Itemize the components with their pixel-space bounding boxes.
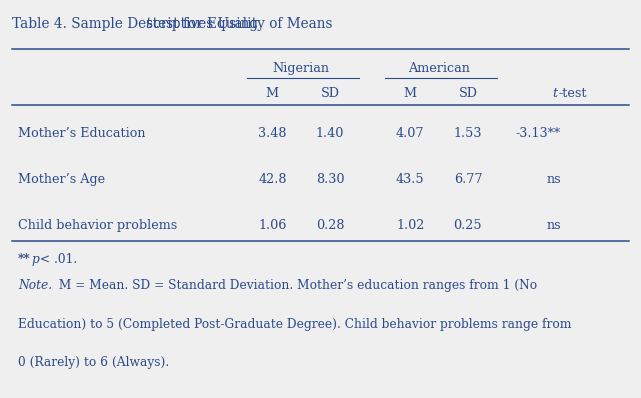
Text: 0 (Rarely) to 6 (Always).: 0 (Rarely) to 6 (Always). [18, 356, 169, 369]
Text: 1.40: 1.40 [316, 127, 344, 140]
Text: p: p [31, 253, 39, 266]
Text: ns: ns [546, 219, 561, 232]
Text: -3.13**: -3.13** [516, 127, 561, 140]
Text: 1.02: 1.02 [396, 219, 424, 232]
Text: 6.77: 6.77 [454, 173, 482, 186]
Text: SD: SD [458, 87, 478, 100]
Text: Table 4. Sample Descriptives Using: Table 4. Sample Descriptives Using [12, 17, 262, 31]
Text: Education) to 5 (Completed Post-Graduate Degree). Child behavior problems range : Education) to 5 (Completed Post-Graduate… [18, 318, 571, 332]
Text: -test for Equality of Means: -test for Equality of Means [148, 17, 333, 31]
Text: Mother’s Education: Mother’s Education [18, 127, 146, 140]
Text: ns: ns [546, 173, 561, 186]
Text: M: M [266, 87, 279, 100]
Text: Nigerian: Nigerian [273, 62, 329, 75]
Text: Child behavior problems: Child behavior problems [18, 219, 177, 232]
Text: t: t [553, 87, 558, 100]
Text: 0.25: 0.25 [454, 219, 482, 232]
Text: Note.: Note. [18, 279, 52, 293]
Text: M: M [404, 87, 417, 100]
Text: SD: SD [320, 87, 340, 100]
Text: Mother’s Age: Mother’s Age [18, 173, 105, 186]
Text: 1.53: 1.53 [454, 127, 482, 140]
Text: **: ** [18, 253, 31, 266]
Text: 43.5: 43.5 [396, 173, 424, 186]
Text: American: American [408, 62, 470, 75]
Text: 4.07: 4.07 [396, 127, 424, 140]
Text: 3.48: 3.48 [258, 127, 287, 140]
Text: < .01.: < .01. [36, 253, 77, 266]
Text: t: t [145, 17, 151, 31]
Text: 0.28: 0.28 [316, 219, 344, 232]
Text: -test: -test [559, 87, 587, 100]
Text: 42.8: 42.8 [258, 173, 287, 186]
Text: 1.06: 1.06 [258, 219, 287, 232]
Text: 8.30: 8.30 [316, 173, 344, 186]
Text: M = Mean. SD = Standard Deviation. Mother’s education ranges from 1 (No: M = Mean. SD = Standard Deviation. Mothe… [55, 279, 537, 293]
